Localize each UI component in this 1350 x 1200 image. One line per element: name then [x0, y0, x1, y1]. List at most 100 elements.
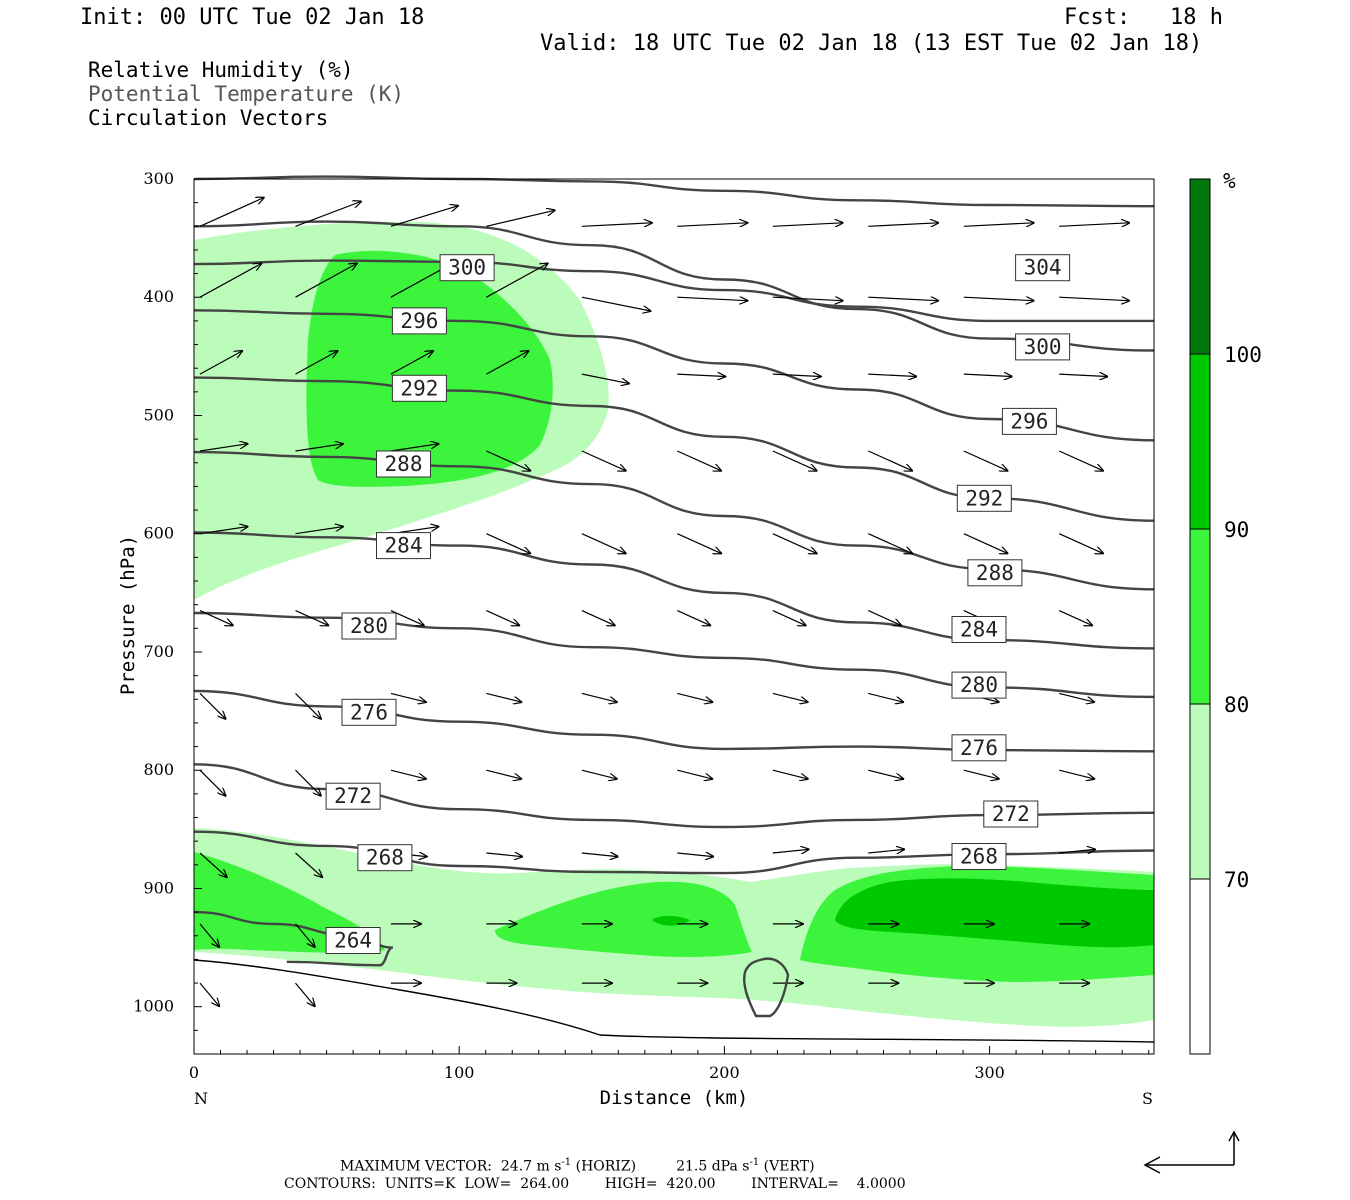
footer-max-vector-end: (VERT) [759, 1158, 815, 1175]
contour-label: 296 [1010, 409, 1048, 433]
circulation-vector [677, 533, 721, 554]
contour-label: 268 [960, 845, 998, 869]
theta-contour-300 [193, 220, 1155, 352]
colorbar-band-below-70 [1189, 878, 1211, 1055]
circulation-vector [677, 223, 747, 227]
circulation-vector [1058, 533, 1103, 554]
circulation-vector [295, 444, 343, 452]
circulation-vector [868, 610, 901, 626]
circulation-vector [581, 533, 626, 554]
contour-label-box [391, 374, 447, 402]
circulation-vector [486, 210, 554, 227]
circulation-vector [199, 610, 233, 626]
colorbar-unit: % [1223, 169, 1236, 193]
circulation-vector [868, 374, 916, 376]
circulation-vector [963, 769, 999, 779]
circulation-vector [390, 444, 439, 452]
contour-label-box [439, 254, 495, 282]
y-tick-label: 800 [143, 760, 174, 779]
circulation-vector [1059, 769, 1094, 779]
circulation-vector [581, 853, 618, 857]
circulation-vector [295, 769, 321, 796]
circulation-vector [963, 533, 1008, 554]
circulation-vector [486, 450, 530, 471]
colorbar-label-80: 80 [1224, 693, 1249, 717]
contour-label-box [1015, 333, 1071, 361]
contour-label: 280 [960, 673, 998, 697]
x-end-label-north: N [194, 1089, 208, 1108]
circulation-vector [868, 849, 904, 853]
circulation-vector [390, 692, 426, 702]
contour-label-box [325, 782, 381, 810]
theta-contour-276 [193, 689, 1155, 753]
footer-sup-vert: -1 [749, 1157, 760, 1168]
circulation-vector [772, 297, 843, 301]
contour-label-box [967, 559, 1023, 587]
colorbar-label-70: 70 [1224, 868, 1249, 892]
contour-label: 264 [334, 929, 372, 953]
circulation-vector [390, 351, 433, 375]
colorbar: % 100 90 80 70 [1189, 169, 1262, 1055]
circulation-vector [199, 527, 248, 535]
forecast-hour: Fcst: 18 h [1064, 5, 1223, 30]
rh-90-fill [652, 878, 1154, 948]
theta-contour-labels: 304 300 300 296 296 292 292 288 288 284 284 280 280 2… [325, 254, 1071, 954]
circulation-vector [1058, 450, 1103, 471]
reference-vector-icon [1143, 1130, 1240, 1174]
contour-label: 276 [350, 700, 388, 724]
circulation-vectors [193, 198, 1155, 1043]
circulation-vector [868, 450, 912, 471]
footer-contours: CONTOURS: UNITS=K LOW= 264.00 HIGH= 420.… [284, 1176, 906, 1192]
circulation-vector [1059, 692, 1094, 702]
circulation-vector [1059, 374, 1107, 376]
colorbar-band-80 [1189, 528, 1211, 705]
circulation-vector [486, 853, 522, 857]
circulation-vector [963, 450, 1008, 471]
circulation-vector [199, 769, 226, 796]
circulation-vector [295, 923, 315, 947]
circulation-vector [199, 923, 219, 947]
contour-label-box [391, 307, 447, 335]
circulation-vector [963, 223, 1034, 227]
circulation-vector [772, 450, 817, 471]
y-tick-label: 700 [143, 642, 174, 661]
circulation-vector [772, 610, 806, 626]
contour-label-box [951, 734, 1007, 762]
circulation-vector [677, 853, 713, 857]
contour-label: 292 [965, 486, 1003, 510]
circulation-vector [772, 533, 817, 554]
footer-max-vector-text: MAXIMUM VECTOR: 24.7 m s [340, 1158, 562, 1175]
circulation-vector [295, 264, 357, 298]
contour-label: 300 [1024, 335, 1062, 359]
x-end-label-south: S [1142, 1089, 1153, 1108]
circulation-vector [486, 351, 528, 375]
circulation-vector [868, 533, 912, 554]
contour-label: 272 [992, 802, 1030, 826]
circulation-vector [295, 982, 315, 1006]
contour-label-box [951, 843, 1007, 870]
circulation-vector [677, 769, 712, 779]
colorbar-band-100 [1189, 178, 1211, 355]
contour-label: 292 [400, 376, 438, 400]
theta-contour-280 [193, 611, 1155, 699]
contour-label-box [956, 484, 1012, 512]
circulation-vector [677, 450, 721, 471]
circulation-vector [677, 374, 725, 376]
circulation-vector [772, 692, 808, 702]
circulation-vector [486, 610, 519, 626]
circulation-vector [868, 769, 903, 779]
circulation-vector [1059, 849, 1095, 853]
footer-max-vector: MAXIMUM VECTOR: 24.7 m s-1 (HORIZ) 21.5 … [340, 1157, 815, 1175]
contour-label-box [951, 616, 1007, 643]
circulation-vector [1059, 223, 1129, 227]
x-axis-label: Distance (km) [600, 1087, 749, 1109]
circulation-vector [1058, 610, 1092, 626]
circulation-vector [199, 444, 248, 452]
circulation-vector [199, 982, 219, 1006]
legend-potential-temperature: Potential Temperature (K) [88, 82, 405, 106]
theta-contour-296 [193, 309, 1155, 442]
circulation-vector [772, 374, 821, 376]
y-tick-label: 500 [143, 406, 174, 425]
circulation-vector [486, 692, 521, 702]
y-tick-label: 900 [143, 879, 174, 898]
